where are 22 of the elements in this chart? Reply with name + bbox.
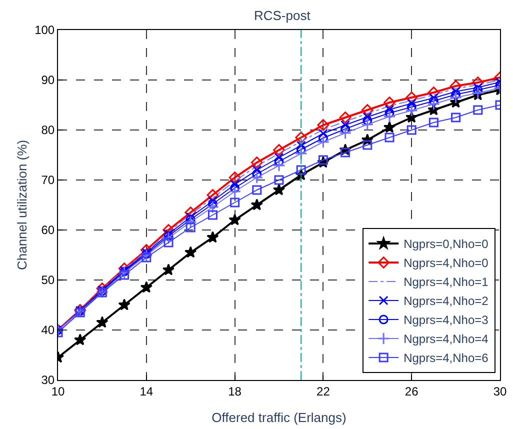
- x-axis-title: Offered traffic (Erlangs): [212, 410, 346, 425]
- legend-label: Ngprs=0,Nho=0: [404, 237, 489, 252]
- x-tick-label: 14: [140, 384, 154, 398]
- legend-label: Ngprs=4,Nho=3: [404, 313, 489, 328]
- legend-label: Ngprs=4,Nho=4: [404, 332, 489, 346]
- y-axis-title: Channel utilization (%): [14, 140, 30, 270]
- x-tick-label: 26: [404, 384, 419, 398]
- x-tick-label: 22: [316, 384, 330, 398]
- chart-title: RCS-post: [254, 8, 311, 23]
- y-tick-label: 80: [41, 123, 55, 138]
- y-tick-label: 50: [41, 273, 55, 288]
- x-tick-label: 30: [493, 384, 507, 398]
- legend-label: Ngprs=4,Nho=0: [404, 256, 489, 270]
- legend-label: Ngprs=4,Nho=6: [404, 351, 489, 366]
- y-tick-label: 70: [41, 173, 55, 188]
- y-tick-label: 40: [41, 323, 55, 338]
- y-tick-label: 60: [41, 223, 55, 238]
- legend-label: Ngprs=4,Nho=2: [404, 294, 489, 308]
- x-tick-label: 18: [228, 384, 242, 398]
- legend-label: Ngprs=4,Nho=1: [404, 275, 489, 290]
- y-tick-label: 100: [34, 23, 55, 38]
- y-tick-label: 90: [41, 73, 55, 88]
